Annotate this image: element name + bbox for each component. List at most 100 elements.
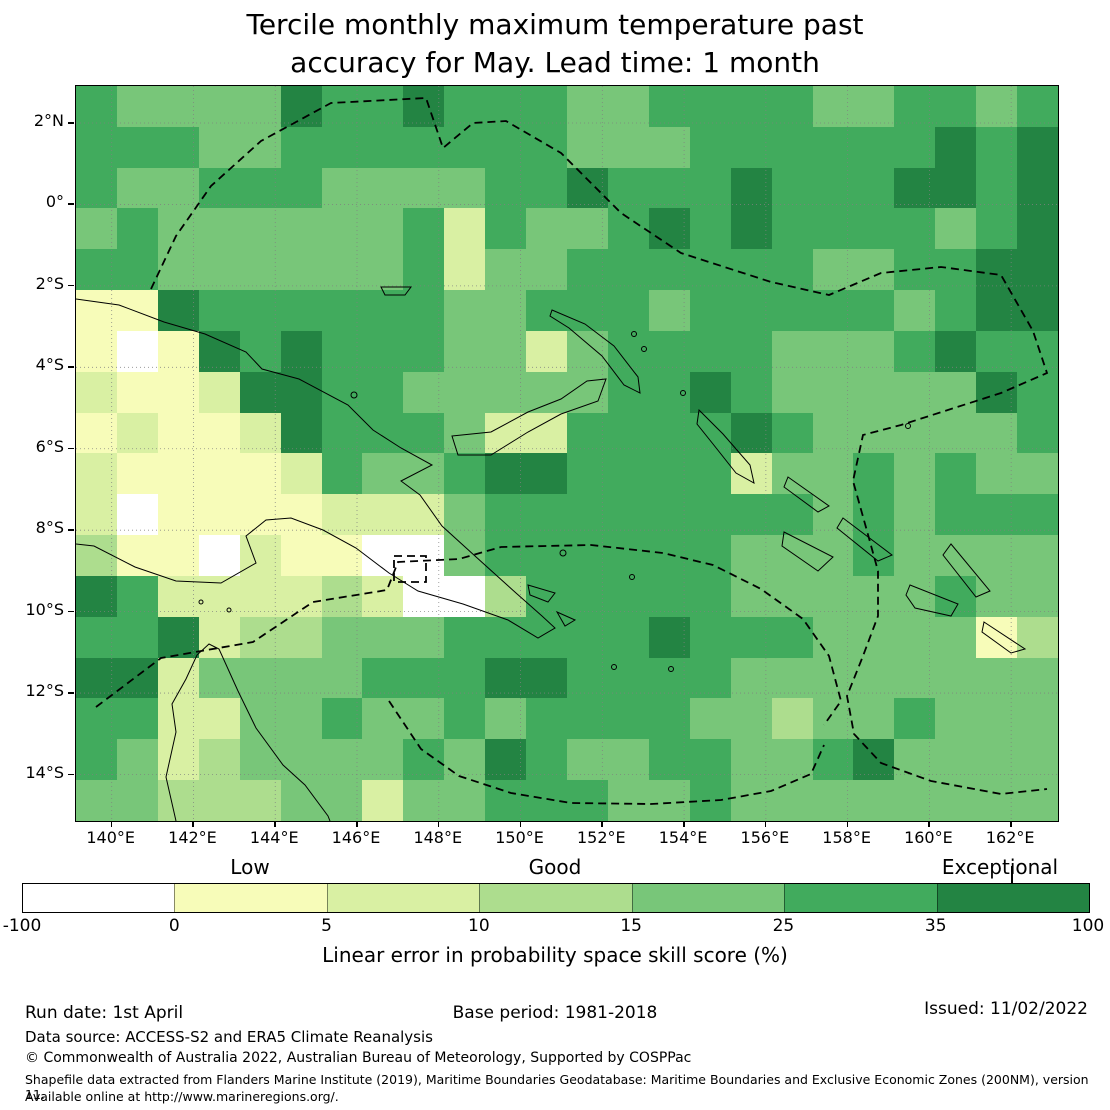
map-cell (935, 616, 977, 658)
map-cell (935, 453, 977, 495)
map-cell (116, 616, 158, 658)
map-cell (321, 535, 363, 576)
map-cell (935, 330, 977, 372)
map-cell (607, 780, 649, 821)
map-cell (812, 616, 854, 658)
map-cell (976, 208, 1018, 250)
map-cell (812, 739, 854, 781)
map-cell (362, 167, 404, 209)
map-cell (280, 575, 322, 617)
coastline-normanby (555, 610, 577, 627)
map-cell (526, 86, 567, 127)
coastline-new-guinea (76, 298, 556, 639)
map-cell (648, 330, 690, 372)
map-cell (321, 780, 363, 821)
map-cell (935, 167, 977, 209)
x-axis-tick-mark (519, 821, 522, 827)
colorbar-tick-label: 10 (468, 916, 490, 936)
footer-issued-date: Issued: 11/02/2022 (924, 999, 1088, 1019)
map-cell (485, 412, 527, 454)
map-cell (648, 412, 690, 454)
map-cell (689, 412, 731, 454)
x-axis-tick-label: 154°E (658, 828, 708, 847)
map-cell (730, 535, 772, 576)
map-cell (362, 698, 404, 740)
y-axis-tick-label: 2°N (33, 111, 64, 130)
map-cell (116, 453, 158, 495)
map-cell (976, 780, 1018, 821)
map-cell (567, 412, 608, 454)
map-cell (321, 698, 363, 740)
map-cell (362, 290, 404, 331)
map-cell (730, 657, 772, 699)
map-cell (976, 412, 1018, 454)
map-cell (526, 126, 567, 168)
map-cell (853, 616, 895, 658)
map-cell (976, 453, 1018, 495)
x-axis-tick-mark (110, 821, 113, 827)
map-cell (894, 412, 936, 454)
map-cell (116, 535, 158, 576)
map-cell (648, 535, 690, 576)
map-cell (607, 86, 649, 127)
map-gridlines (76, 86, 1058, 821)
map-cell (198, 412, 240, 454)
map-cell (689, 657, 731, 699)
map-cell (730, 86, 772, 127)
footer-copyright: © Commonwealth of Australia 2022, Austra… (25, 1050, 692, 1066)
y-axis-tick-label: 14°S (25, 762, 64, 782)
map-cell (976, 86, 1018, 127)
map-cell (567, 208, 608, 250)
map-cell (321, 290, 363, 331)
map-cell (485, 535, 527, 576)
footer-shapefile-note: Shapefile data extracted from Flanders M… (25, 1072, 1089, 1102)
map-cell (730, 698, 772, 740)
map-cell (730, 494, 772, 536)
map-cell (976, 371, 1018, 413)
coastline-santa-isabel (836, 517, 893, 562)
map-cell (730, 330, 772, 372)
small-islands (198, 331, 911, 672)
map-cell (812, 167, 854, 209)
map-cell (280, 249, 322, 291)
map-cell (812, 657, 854, 699)
map-cell (198, 616, 240, 658)
map-cell (76, 494, 117, 536)
map-cell (607, 412, 649, 454)
map-cell (567, 698, 608, 740)
map-cell (280, 371, 322, 413)
colorbar-segment (631, 884, 785, 912)
colorbar-tick-label: 0 (168, 916, 180, 936)
map-cell (321, 657, 363, 699)
map-cell (362, 616, 404, 658)
map-cell (76, 412, 117, 454)
map-cell (689, 453, 731, 495)
map-cell (607, 575, 649, 617)
map-cell (771, 657, 813, 699)
map-cell (76, 371, 117, 413)
map-cell (444, 494, 486, 536)
map-cell (116, 698, 158, 740)
map-cell (648, 698, 690, 740)
map-cell (935, 290, 977, 331)
map-cell (362, 86, 404, 127)
map-cell (116, 494, 158, 536)
map-cell (1017, 494, 1058, 536)
map-cell (280, 208, 322, 250)
map-cell (403, 208, 445, 250)
map-cell (239, 575, 281, 617)
map-cell (526, 290, 567, 331)
map-cell (239, 249, 281, 291)
map-cell (1017, 657, 1058, 699)
map-cell (116, 739, 158, 781)
coastline-makira (981, 621, 1027, 654)
map-cell (935, 371, 977, 413)
map-cell (894, 780, 936, 821)
map-cell (771, 86, 813, 127)
map-cell (485, 494, 527, 536)
map-cell (648, 657, 690, 699)
map-cell (935, 739, 977, 781)
map-cell (76, 657, 117, 699)
map-cell (116, 208, 158, 250)
map-cell (771, 126, 813, 168)
